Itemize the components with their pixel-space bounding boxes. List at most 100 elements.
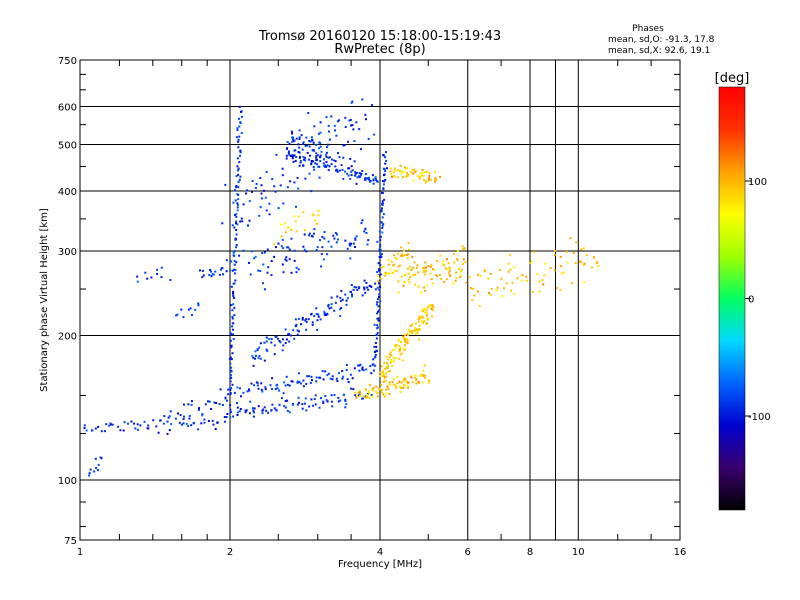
data-point [226, 413, 229, 415]
data-point [123, 421, 126, 424]
data-point [248, 388, 250, 391]
data-point [319, 121, 322, 124]
data-point [239, 150, 242, 153]
data-point [275, 153, 278, 156]
data-point [349, 118, 352, 121]
data-point [380, 384, 383, 387]
data-point [404, 167, 407, 170]
data-point [298, 372, 300, 375]
data-point [233, 226, 236, 229]
data-point [297, 215, 300, 218]
data-point [422, 269, 425, 272]
data-point [327, 372, 330, 375]
data-point [418, 315, 421, 318]
data-point [311, 379, 313, 382]
data-point [285, 375, 288, 378]
data-point [413, 261, 416, 264]
data-point [376, 332, 379, 335]
data-point [286, 383, 289, 386]
data-point [382, 371, 384, 374]
data-point [147, 424, 150, 427]
data-point [424, 289, 427, 292]
data-point [366, 243, 369, 246]
data-point [170, 423, 173, 426]
data-point [229, 416, 232, 419]
data-point [392, 360, 395, 363]
data-point [281, 238, 284, 241]
data-point [423, 364, 426, 367]
data-point [286, 409, 289, 412]
data-point [349, 257, 352, 260]
data-point [358, 128, 361, 131]
data-point [397, 339, 400, 342]
data-point [200, 422, 203, 425]
data-point [365, 368, 368, 371]
data-point [319, 160, 322, 163]
data-point [436, 275, 438, 277]
data-point [403, 349, 406, 352]
data-point [373, 345, 376, 348]
x-tick-label: 4 [377, 547, 383, 558]
data-point [301, 403, 304, 406]
data-point [351, 124, 354, 127]
data-point [426, 306, 429, 309]
data-point [559, 265, 562, 268]
data-point [163, 415, 166, 418]
data-point [376, 298, 379, 301]
data-point [406, 257, 409, 260]
data-point [320, 397, 322, 400]
data-point [291, 154, 294, 157]
data-point [261, 252, 264, 255]
data-point [300, 323, 302, 326]
data-point [236, 206, 239, 209]
data-point [316, 222, 319, 225]
data-point [328, 130, 330, 133]
data-point [188, 417, 191, 420]
data-point [252, 409, 255, 412]
data-point [248, 389, 251, 392]
data-point [387, 272, 390, 275]
data-point [310, 160, 313, 162]
y-tick-label: 400 [58, 187, 77, 198]
data-point [299, 161, 302, 164]
data-point [254, 357, 256, 360]
data-point [329, 377, 332, 380]
data-point [298, 136, 301, 139]
data-point [327, 305, 330, 308]
data-point [332, 234, 335, 237]
data-point [338, 156, 341, 159]
y-tick-label: 750 [58, 56, 77, 67]
data-point [340, 307, 343, 309]
data-point [592, 255, 595, 258]
data-point [385, 272, 388, 275]
data-point [284, 258, 287, 261]
data-point [231, 309, 234, 312]
data-point [346, 378, 349, 381]
data-point [326, 374, 329, 377]
data-point [346, 297, 349, 300]
data-point [174, 417, 177, 420]
data-point [291, 403, 294, 406]
data-point [136, 423, 139, 426]
data-point [430, 308, 433, 311]
data-point [407, 272, 410, 275]
data-point [275, 384, 278, 387]
data-point [344, 170, 346, 173]
data-point [401, 253, 404, 256]
data-point [290, 237, 293, 240]
data-point [284, 222, 286, 225]
data-point [330, 115, 333, 118]
data-point [281, 263, 284, 266]
data-point [364, 173, 367, 175]
data-point [235, 233, 238, 236]
data-point [281, 167, 284, 170]
data-point [273, 407, 276, 410]
data-point [232, 295, 235, 297]
data-point [305, 320, 308, 323]
data-point [94, 457, 97, 460]
data-point [197, 302, 200, 305]
data-point [288, 153, 291, 156]
data-point [105, 423, 108, 426]
data-point [406, 333, 408, 336]
